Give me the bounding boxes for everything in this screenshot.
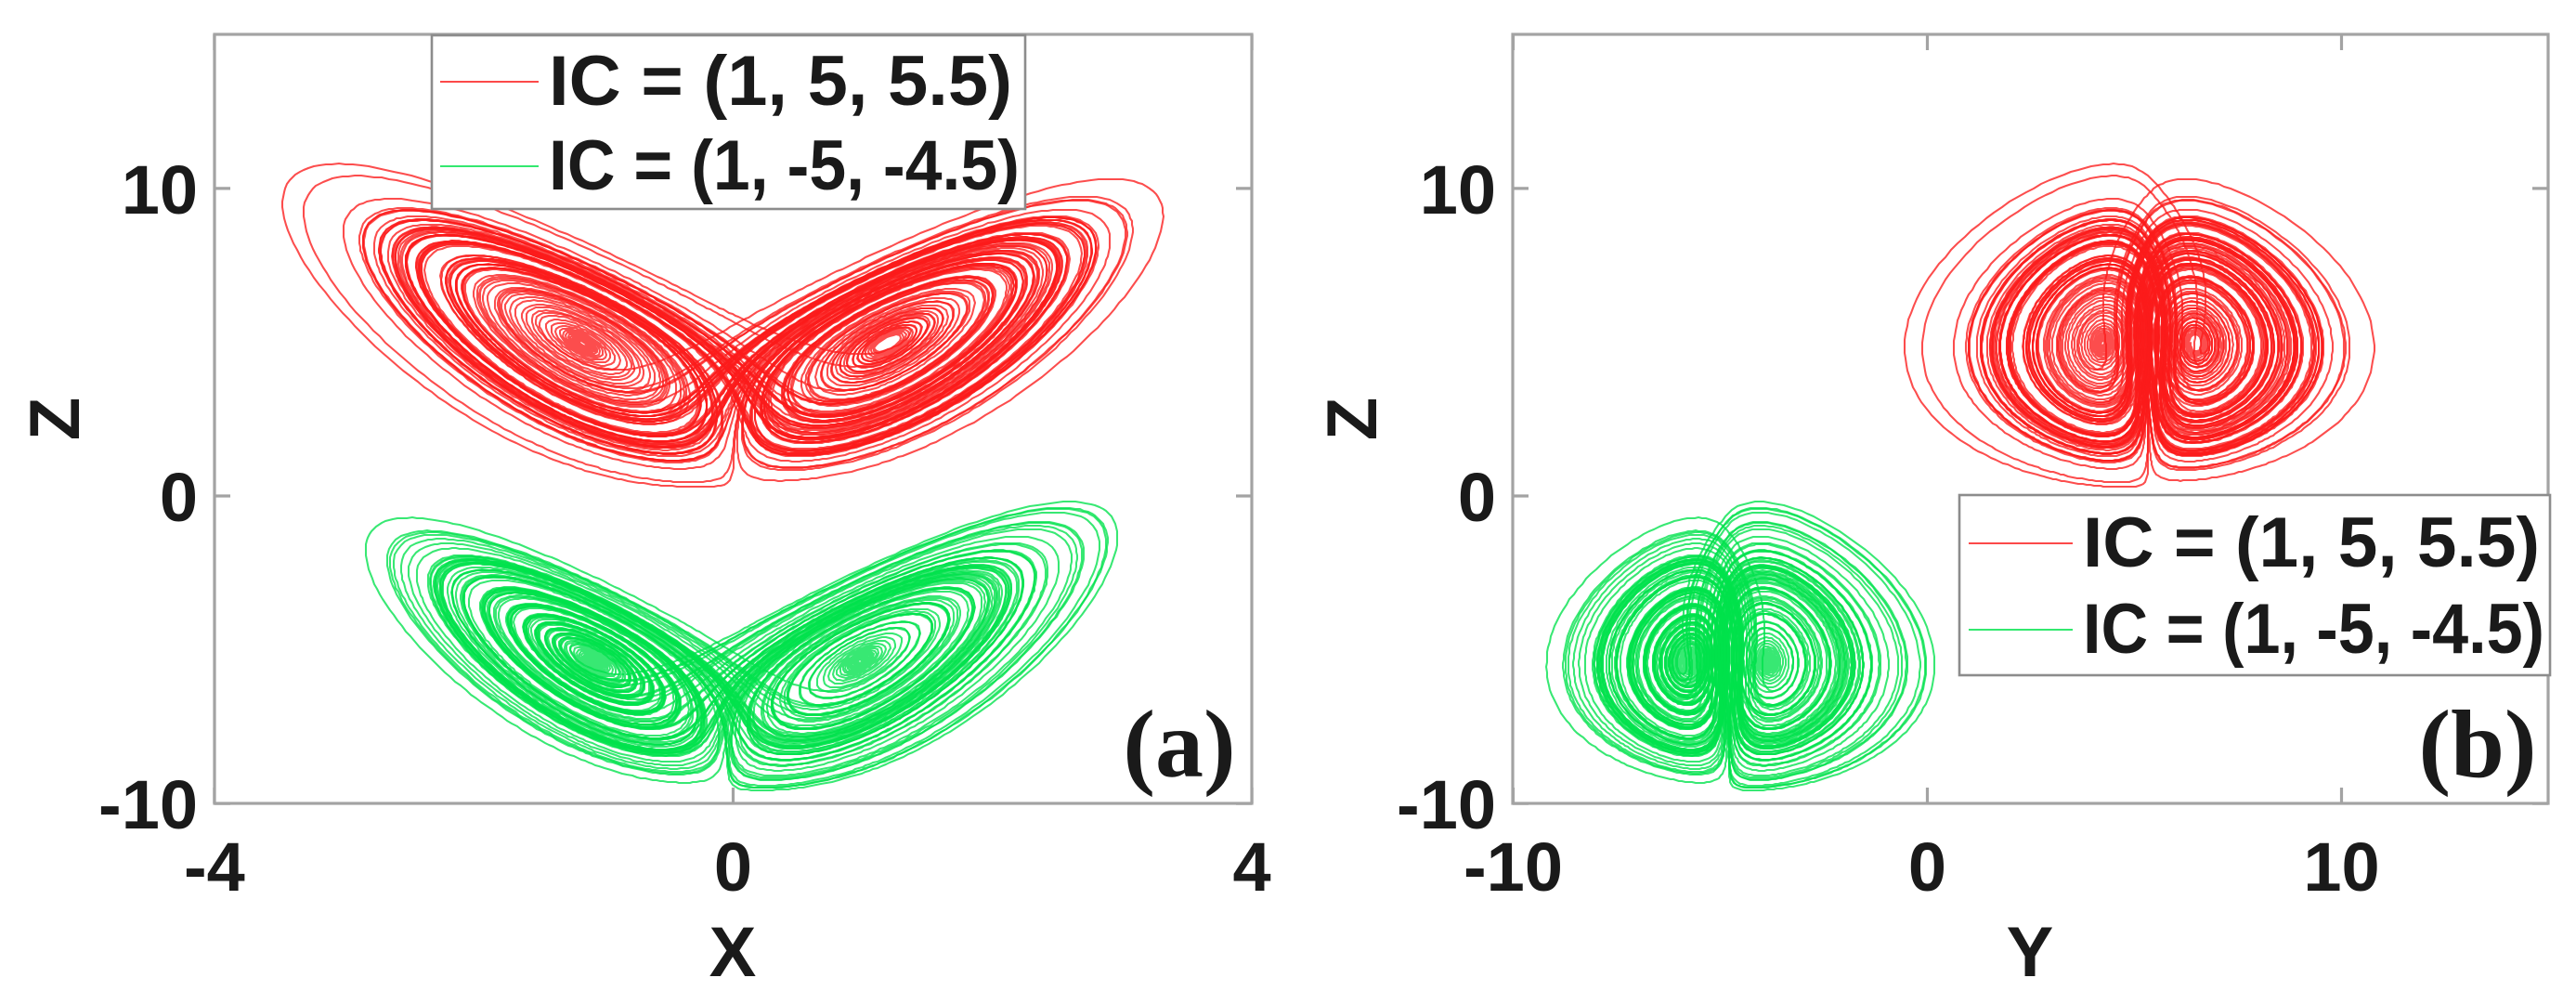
svg-text:10: 10 (2303, 828, 2379, 906)
svg-text:10: 10 (122, 151, 198, 228)
svg-text:(a): (a) (1123, 691, 1235, 798)
svg-text:0: 0 (1458, 459, 1496, 536)
svg-text:IC = (1, 5, 5.5): IC = (1, 5, 5.5) (2083, 503, 2540, 582)
svg-text:IC = (1, -5, -4.5): IC = (1, -5, -4.5) (549, 126, 1020, 205)
svg-text:10: 10 (1420, 151, 1496, 228)
svg-text:-4: -4 (184, 828, 245, 906)
svg-text:0: 0 (1908, 828, 1946, 906)
svg-text:-10: -10 (1464, 828, 1563, 906)
svg-text:IC = (1, -5, -4.5): IC = (1, -5, -4.5) (2083, 590, 2544, 669)
svg-text:Z: Z (1313, 398, 1392, 440)
svg-text:-10: -10 (98, 766, 198, 843)
svg-text:Z: Z (16, 398, 95, 440)
svg-text:X: X (709, 913, 757, 992)
svg-text:(b): (b) (2418, 691, 2536, 798)
svg-text:4: 4 (1233, 828, 1271, 906)
svg-text:Y: Y (2007, 913, 2054, 992)
svg-text:-10: -10 (1397, 766, 1496, 843)
svg-text:IC = (1, 5, 5.5): IC = (1, 5, 5.5) (549, 42, 1012, 121)
svg-text:0: 0 (714, 828, 752, 906)
svg-text:0: 0 (160, 459, 198, 536)
